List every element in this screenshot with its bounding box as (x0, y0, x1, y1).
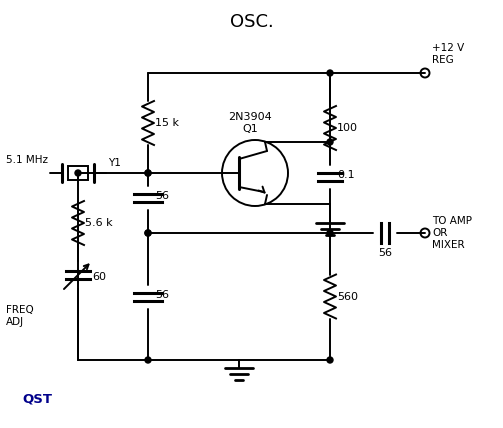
Circle shape (327, 230, 333, 236)
Bar (68, 166, 88, 180)
Text: 56: 56 (155, 289, 169, 300)
Circle shape (327, 70, 333, 76)
Circle shape (145, 357, 151, 363)
Circle shape (75, 170, 81, 176)
Text: 560: 560 (337, 291, 358, 301)
Text: FREQ
ADJ: FREQ ADJ (6, 305, 34, 327)
Text: 100: 100 (337, 123, 358, 133)
Circle shape (145, 170, 151, 176)
Text: 56: 56 (155, 191, 169, 201)
Text: QST: QST (22, 393, 52, 406)
Circle shape (327, 139, 333, 145)
Circle shape (145, 230, 151, 236)
Text: 56: 56 (378, 248, 392, 258)
Text: 15 k: 15 k (155, 118, 179, 128)
Text: +12 V
REG: +12 V REG (432, 43, 464, 65)
Text: TO AMP
OR
MIXER: TO AMP OR MIXER (432, 217, 472, 250)
Text: 60: 60 (92, 272, 106, 282)
Text: 0.1: 0.1 (337, 170, 355, 180)
Text: OSC.: OSC. (230, 13, 274, 31)
Circle shape (145, 230, 151, 236)
Circle shape (145, 170, 151, 176)
Text: 2N3904
Q1: 2N3904 Q1 (228, 113, 272, 134)
Circle shape (327, 357, 333, 363)
Text: Y1: Y1 (108, 158, 121, 168)
Text: 5.1 MHz: 5.1 MHz (6, 155, 48, 165)
Text: 5.6 k: 5.6 k (85, 218, 113, 228)
